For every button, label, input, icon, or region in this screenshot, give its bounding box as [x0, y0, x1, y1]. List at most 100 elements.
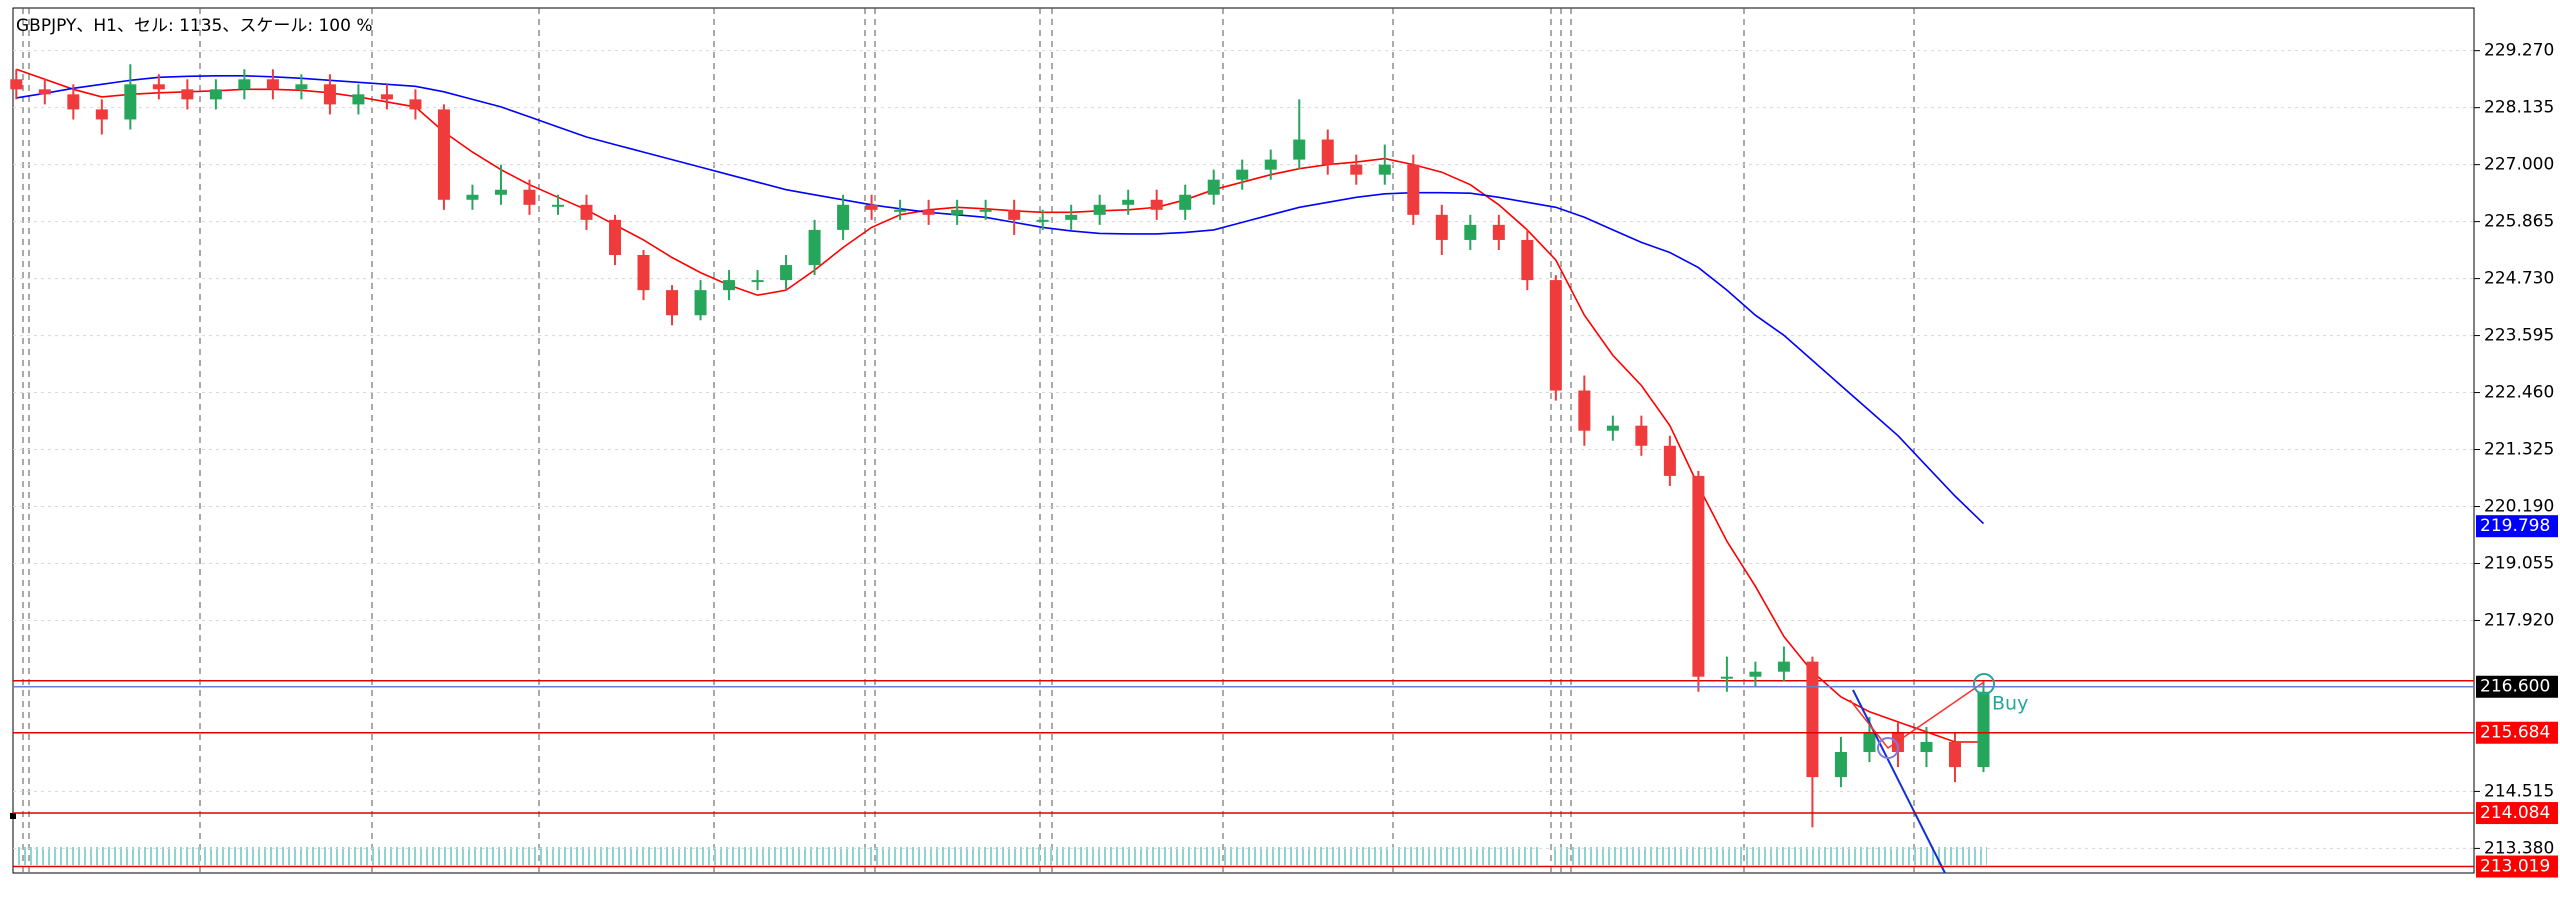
y-tick-label: 217.920 [2484, 610, 2554, 630]
candle-body [1777, 661, 1790, 672]
candle-body [1293, 139, 1306, 160]
candle-body [951, 209, 964, 215]
candle-body [1578, 390, 1591, 431]
day-separators [22, 8, 1915, 873]
price-label-box [2476, 855, 2558, 878]
candle-body [1321, 139, 1334, 165]
candle-body [580, 204, 593, 220]
candle-body [409, 99, 422, 110]
y-tick-label: 214.515 [2484, 781, 2554, 801]
price-label: 213.019 [2480, 857, 2550, 877]
candle-body [894, 209, 907, 212]
candle-body [1350, 164, 1363, 175]
candle-body [1179, 194, 1192, 210]
candle-body [38, 89, 51, 95]
price-label-box [2476, 675, 2558, 698]
candle-body [865, 204, 878, 210]
candle-body [1492, 224, 1505, 240]
price-label: 219.798 [2480, 516, 2550, 536]
candle-body [1435, 214, 1448, 240]
moving-average [16, 68, 1984, 743]
price-label: 216.600 [2480, 677, 2550, 697]
candle-body [1749, 671, 1762, 677]
y-tick-label: 229.270 [2484, 41, 2554, 61]
candle-body [837, 204, 850, 230]
candle-body [152, 84, 165, 90]
candle-body [1236, 169, 1249, 180]
candle-body [1977, 691, 1990, 768]
candle-body [1549, 280, 1562, 391]
candle-body [466, 194, 479, 200]
trade-line [1849, 681, 1985, 750]
buy-circle [1973, 673, 1995, 695]
candle-body [67, 94, 80, 110]
candle-body [780, 265, 793, 281]
candle-body [1521, 239, 1534, 281]
candle-body [1863, 731, 1876, 753]
candle-body [751, 280, 764, 283]
price-label: 215.684 [2480, 723, 2550, 743]
volume-strip [1553, 847, 1987, 865]
candle-body [1378, 164, 1391, 175]
candle-body [1036, 219, 1049, 222]
moving-average [16, 75, 1985, 525]
candle-body [1407, 164, 1420, 215]
candle-body [1264, 159, 1277, 170]
candle-body [1008, 209, 1021, 220]
candle-body [694, 290, 707, 316]
candle-body [1635, 425, 1648, 446]
candle-body [1806, 661, 1819, 778]
candle-body [209, 89, 222, 100]
y-tick-label: 228.135 [2484, 98, 2554, 118]
candle-body [922, 209, 935, 215]
chart-title: GBPJPY、H1、セル: 1135、スケール: 100 % [16, 16, 373, 36]
y-tick-label: 227.000 [2484, 155, 2554, 175]
trend-line [1852, 689, 1946, 874]
candle-body [808, 229, 821, 266]
candle-body [1065, 214, 1078, 220]
candle-body [1920, 741, 1933, 753]
candle-body [295, 84, 308, 90]
y-tick-label: 223.595 [2484, 326, 2554, 346]
candle-body [1720, 676, 1733, 679]
candle-body [1150, 199, 1163, 210]
price-label-box [2476, 802, 2558, 825]
candle-body [95, 109, 108, 120]
candle-body [380, 94, 393, 100]
candle-body [494, 189, 507, 195]
buy-label: Buy [1992, 693, 2028, 715]
y-tick-label: 220.190 [2484, 497, 2554, 517]
plot-frame [12, 7, 2475, 874]
candle-body [666, 290, 679, 316]
level-marker [10, 813, 16, 819]
candle-body [1948, 741, 1961, 768]
volume-strip [16, 847, 1541, 865]
y-tick-label: 213.380 [2484, 838, 2554, 858]
candle-body [181, 89, 194, 100]
y-tick-label: 224.730 [2484, 269, 2554, 289]
candle-body [1464, 224, 1477, 240]
candle-body [238, 79, 251, 90]
y-tick-label: 221.325 [2484, 440, 2554, 460]
candle-body [1093, 204, 1106, 215]
price-label-box [2476, 515, 2558, 538]
candle-body [637, 254, 650, 291]
y-tick-label: 225.865 [2484, 212, 2554, 232]
candle-body [523, 189, 536, 205]
candle-body [1122, 199, 1135, 205]
entry-circle [1877, 737, 1899, 759]
price-label-box [2476, 721, 2558, 744]
candle-body [266, 79, 279, 90]
candle-body [609, 219, 622, 255]
y-tick-label: 219.055 [2484, 553, 2554, 573]
price-label: 214.084 [2480, 803, 2550, 823]
candle-body [1692, 475, 1705, 677]
candle-body [1834, 752, 1847, 778]
candle-body [723, 280, 736, 291]
candle-body [1207, 179, 1220, 195]
candle-body [352, 94, 365, 105]
candle-body [323, 84, 336, 105]
marks [10, 50, 2474, 849]
